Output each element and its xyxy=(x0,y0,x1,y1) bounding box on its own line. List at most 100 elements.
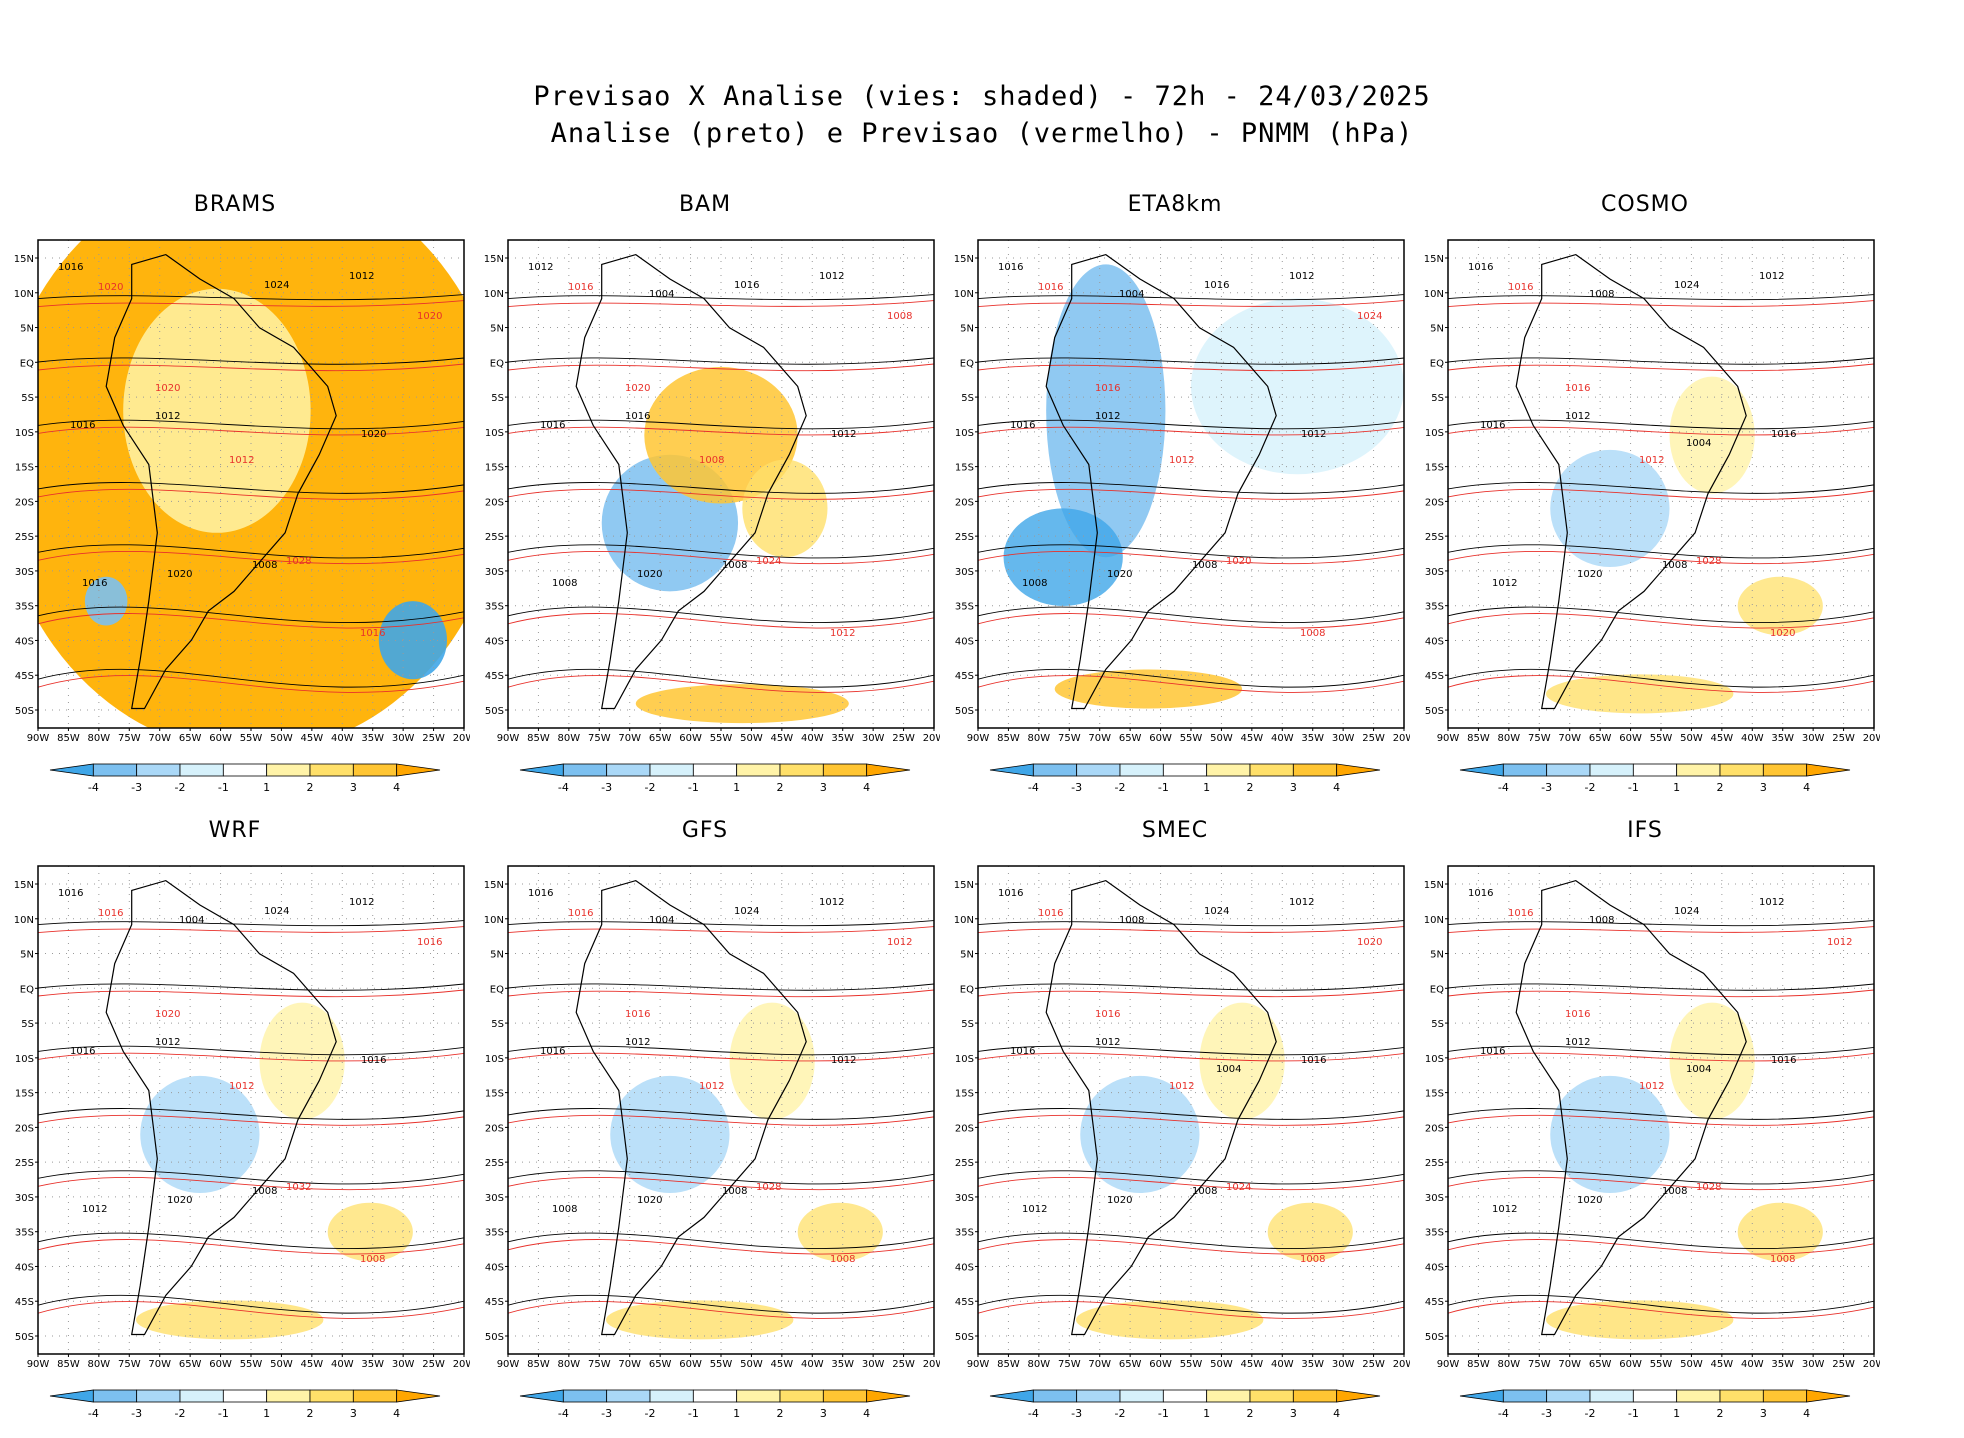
colorbar-cosmo: -4 -3 -2 -1 1 2 3 4 xyxy=(1459,763,1851,794)
analysis-contour-label: 1016 xyxy=(540,420,565,431)
lon-tick-label: 55W xyxy=(1180,733,1203,744)
colorbar-bam: -4 -3 -2 -1 1 2 3 4 xyxy=(519,763,911,794)
colorbar-segment xyxy=(266,763,311,777)
analysis-contour xyxy=(38,419,464,430)
lon-tick-label: 35W xyxy=(361,733,384,744)
lat-tick-label: 15S xyxy=(1425,1089,1444,1100)
forecast-contour-label: 1028 xyxy=(756,1182,781,1193)
analysis-contour-label: 1008 xyxy=(252,1186,277,1197)
forecast-contour xyxy=(1448,1239,1874,1255)
figure-title-line1: Previsao X Analise (vies: shaded) - 72h … xyxy=(533,81,1431,112)
lon-tick-label: 85W xyxy=(1467,733,1490,744)
forecast-contour xyxy=(1448,363,1874,372)
analysis-contour-label: 1012 xyxy=(1759,271,1784,282)
bias-shading xyxy=(1669,376,1755,494)
colorbar-tick-label: -3 xyxy=(1541,1407,1552,1420)
figure-title: Previsao X Analise (vies: shaded) - 72h … xyxy=(0,78,1964,152)
lat-tick-label: 10N xyxy=(484,915,504,926)
lat-tick-label: 20S xyxy=(485,1123,504,1134)
colorbar-gfs: -4 -3 -2 -1 1 2 3 4 xyxy=(519,1389,911,1420)
analysis-contour xyxy=(978,294,1404,301)
colorbar-eta8km: -4 -3 -2 -1 1 2 3 4 xyxy=(989,763,1381,794)
analysis-contour xyxy=(1448,1294,1874,1314)
bias-shading xyxy=(123,288,311,533)
lon-tick-label: 85W xyxy=(57,1359,80,1370)
colorbar-tick-label: 3 xyxy=(820,1407,827,1420)
analysis-contour xyxy=(508,920,934,927)
lat-tick-label: 15S xyxy=(485,463,504,474)
colorbar-segment xyxy=(1546,1389,1591,1403)
analysis-contour-label: 1012 xyxy=(831,1055,856,1066)
lon-tick-label: 20W xyxy=(1393,1359,1410,1370)
panel-title-wrf: WRF xyxy=(208,818,262,843)
panel-map-bam: 1012 1016 1008 1012 1016 1020 1016 1012 1008 1004… xyxy=(484,239,940,794)
analysis-contour-label: 1024 xyxy=(264,280,289,291)
analysis-contour-label: 1012 xyxy=(82,1204,107,1215)
analysis-contour xyxy=(508,482,934,494)
lon-tick-label: 90W xyxy=(27,1359,50,1370)
forecast-contour xyxy=(1448,675,1874,693)
forecast-contour xyxy=(978,675,1404,693)
lon-tick-label: 75W xyxy=(588,733,611,744)
colorbar-segment xyxy=(866,1389,911,1403)
forecast-contour-label: 1016 xyxy=(1565,383,1590,394)
lon-tick-label: 35W xyxy=(1771,733,1794,744)
lat-tick-label: 5N xyxy=(960,324,974,335)
analysis-contour-label: 1012 xyxy=(1095,1037,1120,1048)
lat-tick-label: 5N xyxy=(1430,324,1444,335)
forecast-contour xyxy=(508,1301,934,1319)
analysis-contour-label: 1004 xyxy=(1686,438,1711,449)
lat-tick-label: 50S xyxy=(1425,1332,1444,1343)
colorbar-segment xyxy=(1336,1389,1381,1403)
lon-tick-label: 75W xyxy=(1528,1359,1551,1370)
forecast-contour-label: 1016 xyxy=(360,628,385,639)
colorbar-segment xyxy=(779,1389,824,1403)
lon-tick-label: 80W xyxy=(558,1359,581,1370)
lon-tick-label: 60W xyxy=(1619,1359,1642,1370)
lat-tick-label: 15N xyxy=(484,254,504,265)
forecast-contour xyxy=(38,363,464,372)
lon-tick-label: 80W xyxy=(1498,733,1521,744)
analysis-contour xyxy=(1448,544,1874,559)
analysis-contour-label: 1008 xyxy=(1022,578,1047,589)
colorbar-segment xyxy=(822,1389,868,1403)
colorbar-tick-label: -3 xyxy=(1071,781,1082,794)
colorbar-tick-label: -3 xyxy=(1541,781,1552,794)
lat-tick-label: 5S xyxy=(21,393,34,404)
lat-tick-label: 5S xyxy=(491,1019,504,1030)
lat-tick-label: 45S xyxy=(1425,671,1444,682)
colorbar-segment xyxy=(1206,763,1251,777)
forecast-contour-label: 1008 xyxy=(830,1254,855,1265)
forecast-contour-label: 1008 xyxy=(360,1254,385,1265)
panel-title-cosmo: COSMO xyxy=(1601,192,1689,217)
coastline-south-america xyxy=(1515,253,1747,710)
analysis-contour-label: 1012 xyxy=(819,897,844,908)
colorbar-tick-label: -4 xyxy=(1028,781,1039,794)
forecast-contour xyxy=(508,363,934,372)
analysis-contour-label: 1008 xyxy=(552,578,577,589)
lat-tick-label: 40S xyxy=(955,1262,974,1273)
forecast-contour-label: 1012 xyxy=(1169,1081,1194,1092)
forecast-contour-label: 1016 xyxy=(568,282,593,293)
lat-tick-label: 30S xyxy=(955,1193,974,1204)
colorbar-tick-label: -2 xyxy=(1115,781,1126,794)
lon-tick-label: 45W xyxy=(301,733,324,744)
analysis-contour-label: 1016 xyxy=(58,888,83,899)
lat-tick-label: 30S xyxy=(15,1193,34,1204)
analysis-contour-label: 1012 xyxy=(819,271,844,282)
forecast-contour-label: 1012 xyxy=(830,628,855,639)
lat-tick-label: 50S xyxy=(15,1332,34,1343)
analysis-contour-label: 1020 xyxy=(167,569,192,580)
panel-title-smec: SMEC xyxy=(1141,818,1209,843)
colorbar-tick-label: -2 xyxy=(645,781,656,794)
analysis-contour xyxy=(38,920,464,927)
lat-tick-label: 10S xyxy=(1425,1054,1444,1065)
panel-smec: SMEC 1016 1012 1008 1012 1016 1020 1024 1016 1012… xyxy=(940,818,1410,1438)
lat-tick-label: 20S xyxy=(955,497,974,508)
panel-eta8km: ETA8km 1016 1012 1008 1012 1016 1020 1016 1012 10… xyxy=(940,192,1410,812)
lon-tick-label: 45W xyxy=(1241,1359,1264,1370)
bias-shading xyxy=(327,1202,413,1262)
analysis-contour-label: 1024 xyxy=(734,906,759,917)
forecast-contour xyxy=(978,989,1404,998)
colorbar-tick-label: -2 xyxy=(1115,1407,1126,1420)
